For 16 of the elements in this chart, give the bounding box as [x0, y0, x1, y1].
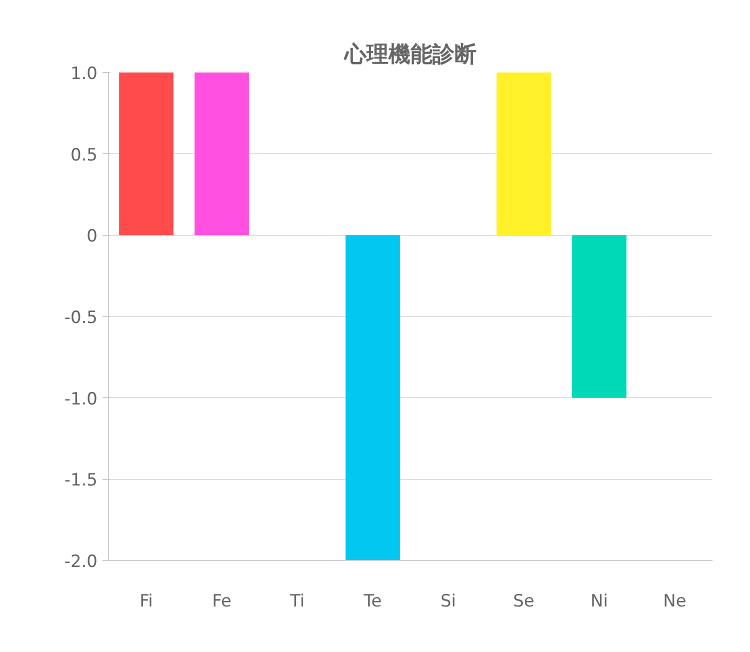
x-tick-label: Te: [362, 592, 382, 612]
x-tick-label: Fi: [140, 592, 153, 612]
y-tick-label: -1.0: [64, 389, 98, 410]
y-tick-label: 0.5: [70, 145, 98, 166]
x-tick-label: Si: [440, 592, 456, 612]
y-tick-label: -0.5: [64, 308, 98, 328]
x-tick-label: Fe: [212, 592, 232, 612]
x-tick-label: Se: [513, 592, 534, 612]
y-tick-label: -1.5: [64, 470, 98, 491]
y-tick-label: 1.0: [70, 64, 98, 84]
x-tick-label: Ne: [663, 592, 686, 612]
y-tick-label: -2.0: [64, 552, 98, 572]
chart-title: 心理機能診断: [344, 42, 476, 68]
x-tick-label: Ti: [288, 592, 305, 612]
x-tick-label: Ni: [590, 592, 608, 612]
y-tick-label: 0: [86, 226, 98, 247]
